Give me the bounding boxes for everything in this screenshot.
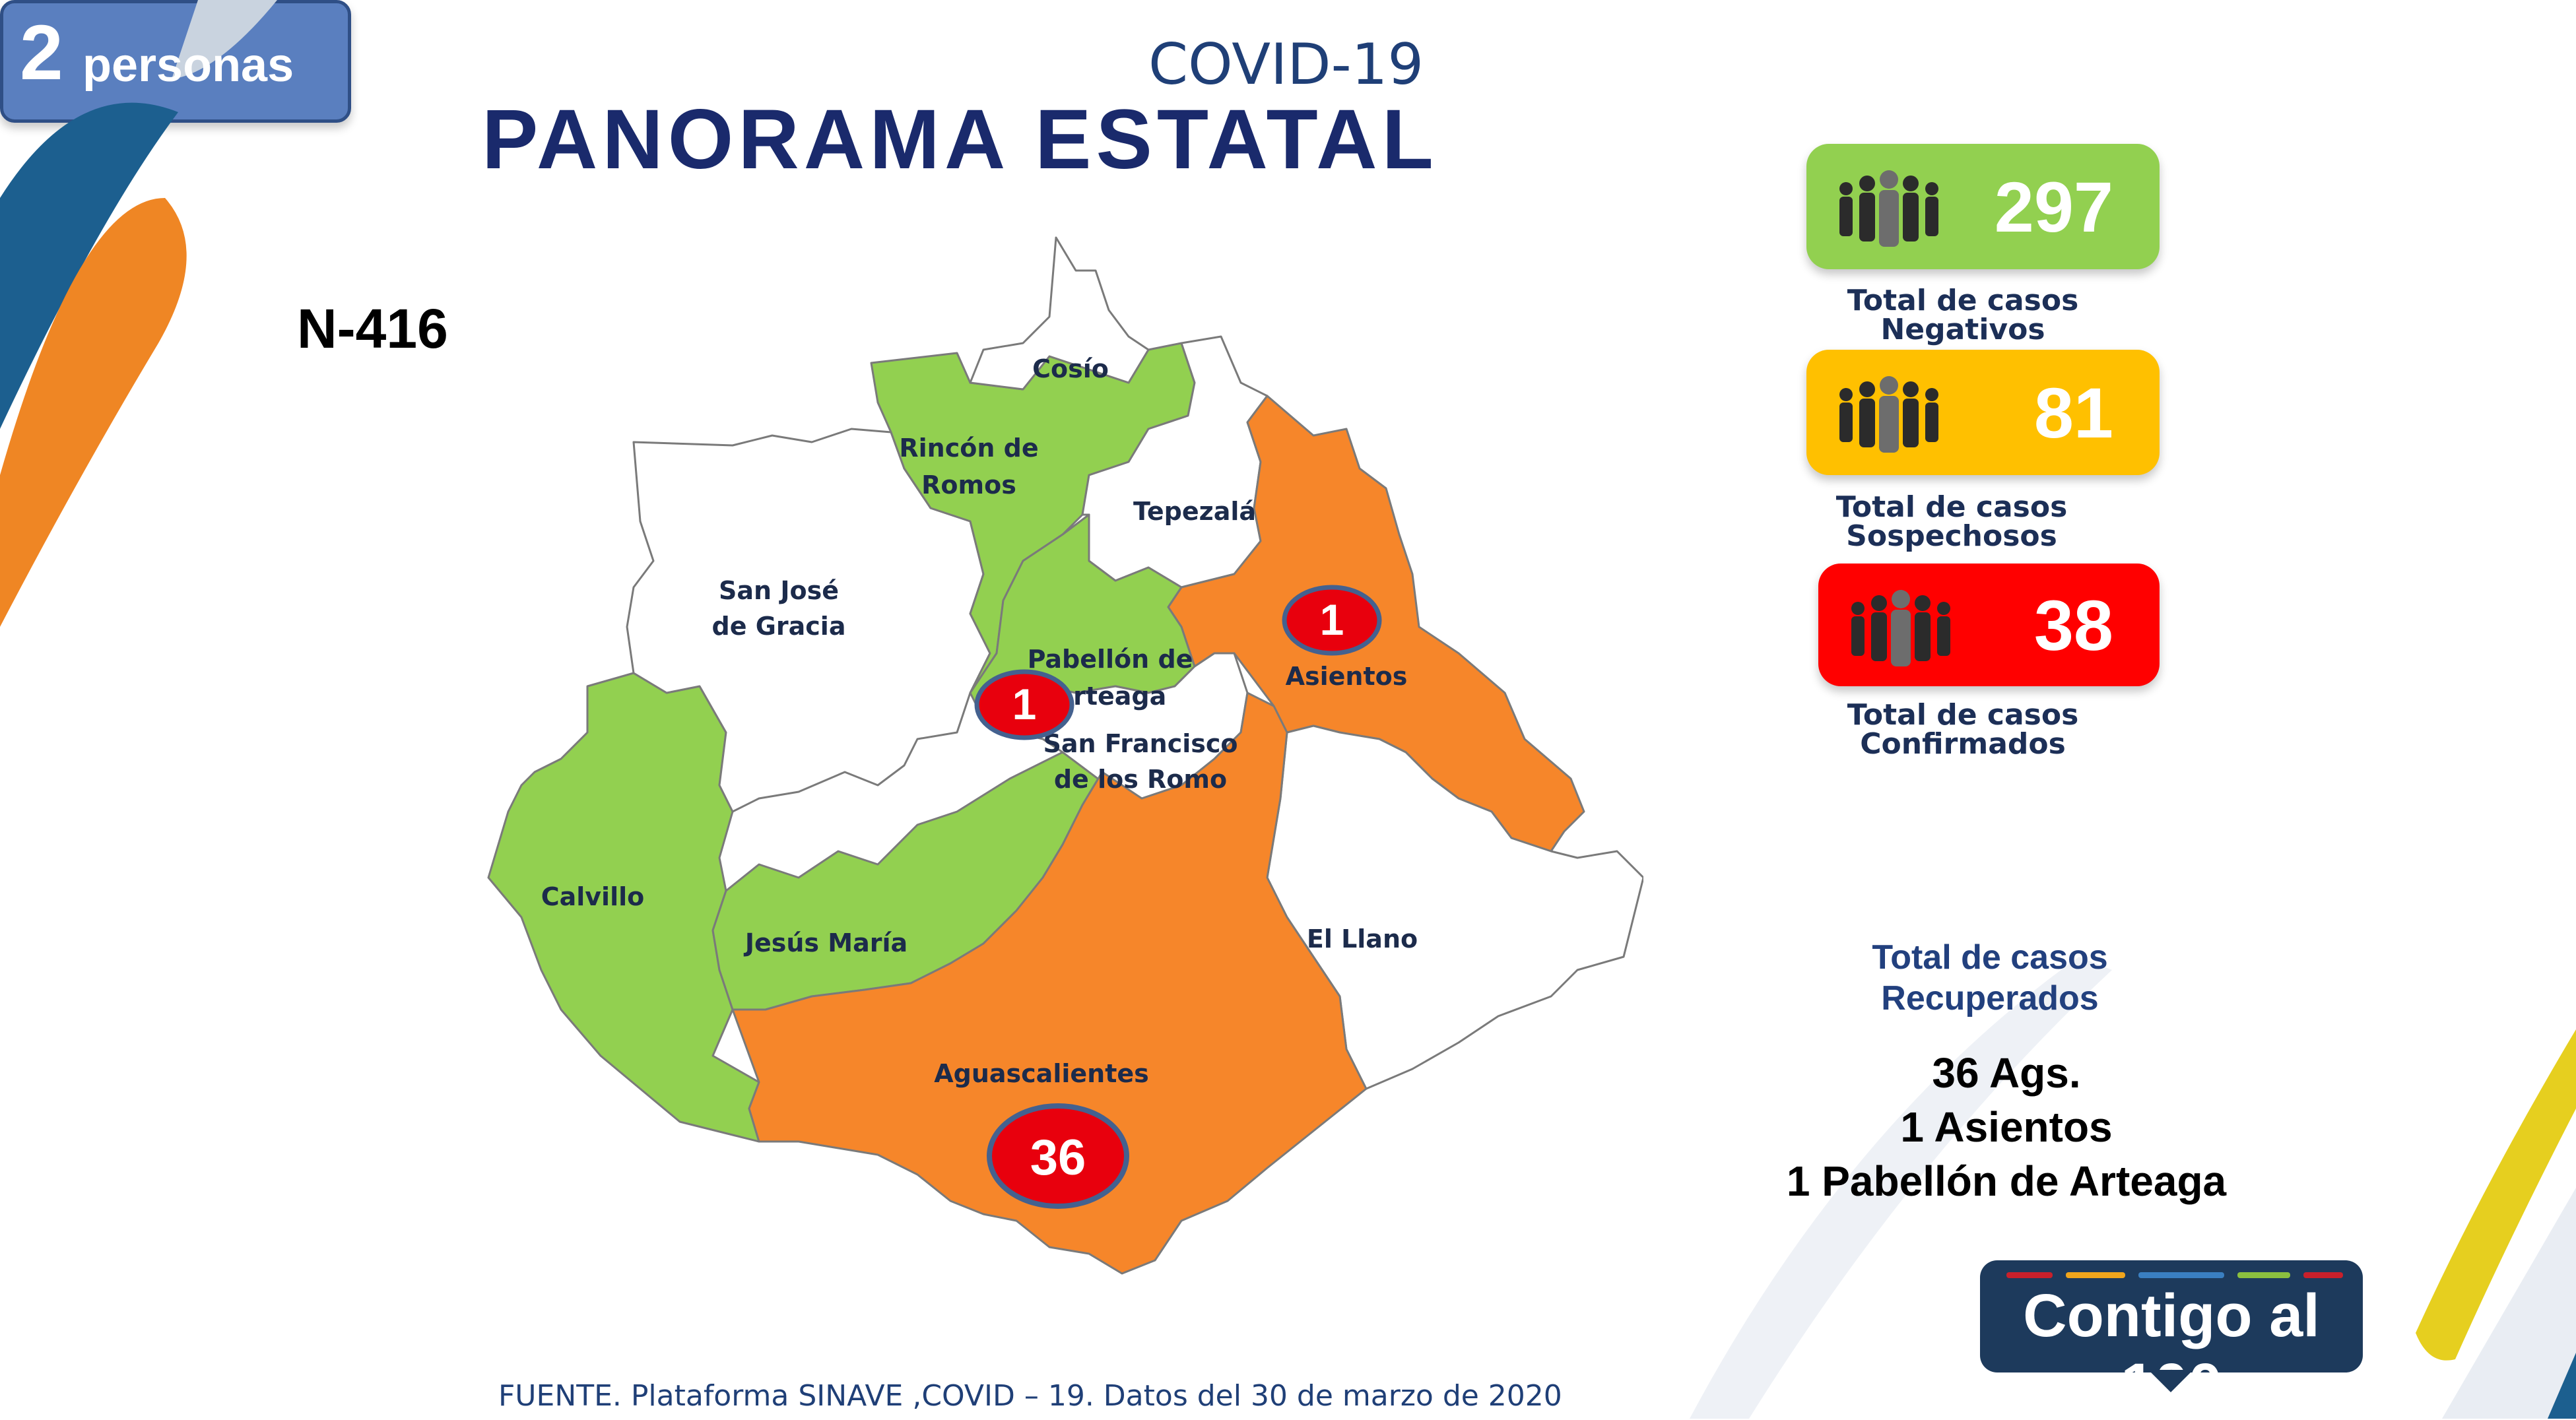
label-aguascalientes: Aguascalientes bbox=[934, 1059, 1149, 1088]
case-marker-asientos: 1 bbox=[1282, 585, 1382, 656]
label-rincon-de-romos-line2: Romos bbox=[921, 470, 1016, 500]
label-pabellon-line1: Pabellón de bbox=[1028, 645, 1193, 674]
label-jesus-maria: Jesús María bbox=[743, 928, 908, 957]
label-san-francisco-line2: de los Romo bbox=[1054, 765, 1227, 794]
logo-tail bbox=[2148, 1370, 2193, 1392]
contigo-al-100-logo: Contigo al 100 bbox=[1980, 1260, 2363, 1419]
case-marker-aguascalientes: 36 bbox=[987, 1103, 1129, 1209]
negative-caption: Total de casos Negativos bbox=[1847, 284, 2079, 346]
recovered-unit: personas bbox=[83, 39, 294, 92]
municipality-cosio bbox=[969, 236, 1150, 391]
page-title: PANORAMA ESTATAL bbox=[482, 92, 1438, 187]
case-marker-pabellon: 1 bbox=[974, 669, 1074, 740]
label-san-jose-line1: San José bbox=[719, 576, 839, 605]
label-asientos: Asientos bbox=[1286, 662, 1408, 691]
breakdown-item: 1 Asientos bbox=[1900, 1103, 2113, 1151]
confirmed-count: 38 bbox=[2033, 585, 2113, 665]
svg-text:36: 36 bbox=[1030, 1130, 1086, 1186]
svg-text:1: 1 bbox=[1012, 680, 1037, 728]
suspected-caption: Total de casos Sospechosos bbox=[1835, 490, 2068, 553]
people-group-icon bbox=[1839, 376, 1938, 453]
label-el-llano: El Llano bbox=[1307, 924, 1418, 953]
confirmed-breakdown: 36 Ags. 1 Asientos 1 Pabellón de Arteaga bbox=[1716, 1046, 2297, 1208]
state-map: Cosío Rincón de Romos Tepezalá San José … bbox=[487, 236, 1643, 1275]
breakdown-item: 36 Ags. bbox=[1932, 1049, 2081, 1097]
confirmed-cases-box: 38 bbox=[1818, 564, 2160, 686]
suspected-cases-box: 81 bbox=[1806, 350, 2160, 475]
breakdown-item: 1 Pabellón de Arteaga bbox=[1786, 1157, 2227, 1205]
people-group-icon bbox=[1839, 170, 1938, 247]
sample-size-label: N-416 bbox=[297, 298, 448, 360]
recovered-count: 2 bbox=[20, 9, 63, 96]
negative-cases-box: 297 bbox=[1806, 144, 2160, 269]
page-subtitle: COVID-19 bbox=[1148, 32, 1424, 98]
label-san-jose-line2: de Gracia bbox=[712, 612, 846, 641]
people-group-icon bbox=[1851, 590, 1950, 666]
label-tepezala: Tepezalá bbox=[1133, 497, 1256, 526]
municipality-aguascalientes bbox=[731, 692, 1368, 1275]
confirmed-caption: Total de casos Confirmados bbox=[1847, 698, 2079, 761]
suspected-count: 81 bbox=[2033, 372, 2113, 453]
label-rincon-de-romos-line1: Rincón de bbox=[899, 434, 1038, 463]
label-calvillo: Calvillo bbox=[541, 882, 645, 911]
recovered-caption: Total de casos Recuperados bbox=[1872, 938, 2108, 1017]
label-san-francisco-line1: San Francisco bbox=[1043, 729, 1238, 758]
label-cosio: Cosío bbox=[1032, 354, 1109, 383]
svg-text:1: 1 bbox=[1320, 595, 1344, 644]
negative-count: 297 bbox=[1994, 166, 2113, 247]
source-footnote: FUENTE. Plataforma SINAVE ,COVID – 19. D… bbox=[498, 1379, 1562, 1413]
recovered-box: 2 personas bbox=[0, 0, 351, 123]
